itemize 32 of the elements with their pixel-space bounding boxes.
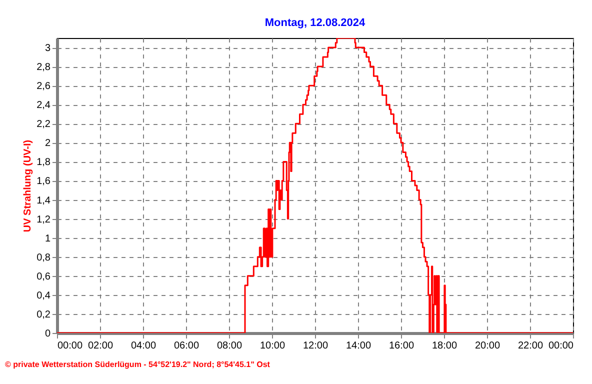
y-tick-label: 1,2 [36,214,51,226]
x-tick-label: 18:00 [432,340,458,352]
y-tick-label: 0,8 [36,252,51,264]
x-tick-label: 10:00 [260,340,286,352]
y-tick-label: 1,6 [36,176,51,188]
y-tick-label: 1,8 [36,157,51,168]
chart-title: Montag, 12.08.2024 [264,17,366,29]
y-tick-label: 2 [44,138,51,150]
y-tick-label: 1 [44,233,51,244]
y-tick-label: 0,4 [36,290,51,302]
x-tick-label: 14:00 [346,340,372,352]
text: © private Wetterstation Süderlügum - 54°52'19.2" Nord; 8°54'45.1" Ost [5,360,270,369]
y-tick-label: 0,2 [36,309,51,320]
x-tick-label: 20:00 [474,340,500,352]
x-tick-label: 16:00 [388,340,414,352]
y-tick-label: 2,4 [36,100,51,112]
x-tick-label: 02:00 [88,340,114,352]
y-tick-label: 1,4 [36,195,51,206]
x-tick-label: 04:00 [130,340,156,352]
x-tick-label: 00:00 [58,340,83,352]
x-tick-label: 00:00 [548,340,574,352]
y-tick-label: 2,8 [36,62,51,74]
x-tick-label: 08:00 [216,340,242,352]
x-tick-label: 12:00 [302,340,328,352]
x-tick-label: 22:00 [518,340,544,352]
y-tick-label: 3 [44,43,51,54]
y-tick-label: 2,2 [36,119,51,130]
y-tick-label: 2,6 [36,81,51,92]
x-tick-label: 06:00 [174,340,200,352]
y-tick-label: 0,6 [36,271,51,282]
y-tick-label: 0 [44,328,51,340]
y-axis-title: UV Strahlung (UV-I) [22,140,34,232]
